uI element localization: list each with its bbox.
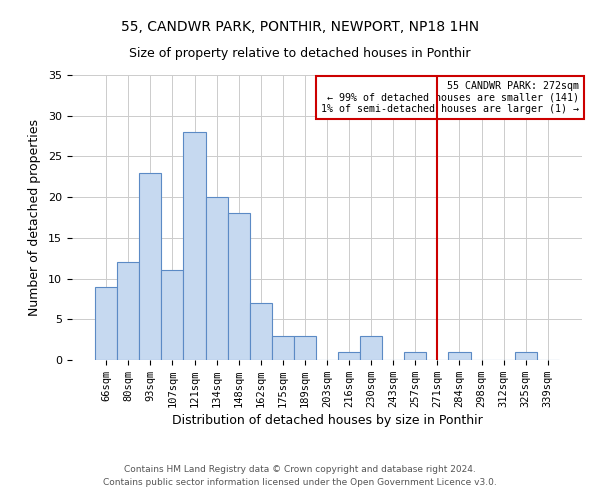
Bar bbox=[184, 132, 206, 360]
Y-axis label: Number of detached properties: Number of detached properties bbox=[28, 119, 41, 316]
Bar bbox=[272, 336, 294, 360]
X-axis label: Distribution of detached houses by size in Ponthir: Distribution of detached houses by size … bbox=[172, 414, 482, 427]
Bar bbox=[161, 270, 184, 360]
Bar bbox=[360, 336, 382, 360]
Bar bbox=[338, 352, 360, 360]
Text: Size of property relative to detached houses in Ponthir: Size of property relative to detached ho… bbox=[129, 48, 471, 60]
Bar bbox=[294, 336, 316, 360]
Bar bbox=[448, 352, 470, 360]
Bar bbox=[515, 352, 537, 360]
Text: 55, CANDWR PARK, PONTHIR, NEWPORT, NP18 1HN: 55, CANDWR PARK, PONTHIR, NEWPORT, NP18 … bbox=[121, 20, 479, 34]
Bar bbox=[95, 286, 117, 360]
Bar bbox=[227, 214, 250, 360]
Text: Contains HM Land Registry data © Crown copyright and database right 2024.: Contains HM Land Registry data © Crown c… bbox=[124, 466, 476, 474]
Bar bbox=[139, 172, 161, 360]
Bar bbox=[250, 303, 272, 360]
Bar bbox=[404, 352, 427, 360]
Text: Contains public sector information licensed under the Open Government Licence v3: Contains public sector information licen… bbox=[103, 478, 497, 487]
Text: 55 CANDWR PARK: 272sqm
← 99% of detached houses are smaller (141)
1% of semi-det: 55 CANDWR PARK: 272sqm ← 99% of detached… bbox=[322, 80, 580, 114]
Bar bbox=[206, 197, 227, 360]
Bar bbox=[117, 262, 139, 360]
